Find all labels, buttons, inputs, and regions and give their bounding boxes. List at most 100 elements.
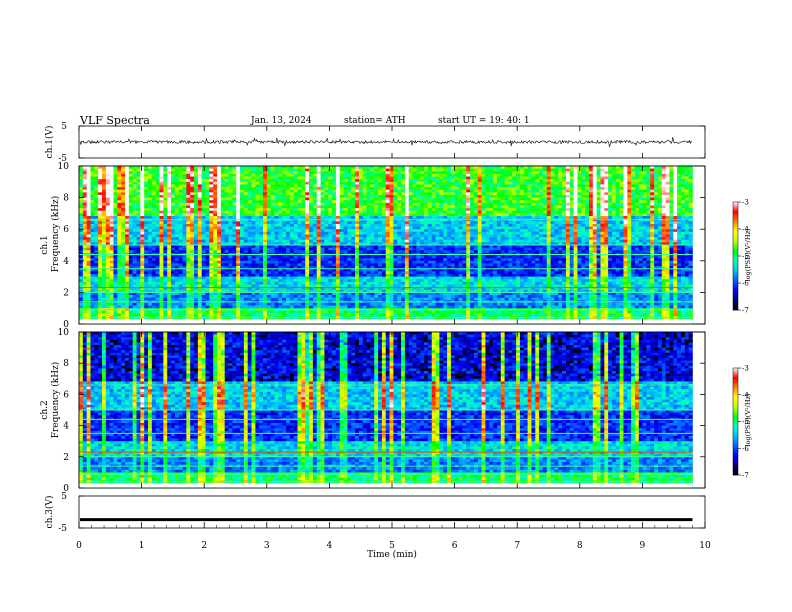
spectrogram-cell [335,173,341,177]
spectrogram-cell [420,179,425,183]
spectrogram-cell [243,223,248,227]
spectrogram-cell [247,187,252,190]
spectrogram-cell [378,205,383,209]
spectrogram-cell [470,213,475,217]
spectrogram-cell [512,173,517,177]
spectrogram-cell [282,192,287,196]
spectrogram-cell [504,197,509,201]
spectrogram-cell [684,194,689,198]
spectrogram-cell [289,173,295,177]
spectrogram-cell [286,223,291,227]
spectrogram-cell [355,221,360,225]
spectrogram-cell [542,242,548,246]
spectrogram-cell [98,247,103,251]
spectrogram-cell [209,231,214,235]
spectrogram-cell [351,242,356,246]
spectrogram-cell [282,205,287,209]
spectrogram-cell [654,205,659,209]
spectrogram-cell [125,213,130,217]
spectrogram-cell [105,234,110,238]
spectrogram-cell [121,202,126,206]
spectrogram-cell [182,205,187,209]
spectrogram-cell [102,197,107,201]
spectrogram-cell [631,234,636,238]
spectrogram-cell [274,223,279,227]
spectrogram-cell [197,216,202,219]
spectrogram-cell [496,168,502,172]
spectrogram-cell [581,166,586,169]
spectrogram-cell [190,229,195,233]
spectrogram-cell [282,194,287,198]
spectrogram-cell [182,229,187,233]
spectrogram-cell [159,171,164,175]
spectrogram-cell [155,176,160,180]
spectrogram-cell [167,216,172,219]
spectrogram-cell [408,173,413,177]
spectrogram-cell [347,245,352,248]
spectrogram-cell [500,168,505,172]
spectrogram-cell [573,229,578,233]
spectrogram-cell [86,231,91,235]
spectrogram-cell [178,194,183,198]
spectrogram-cell [197,179,202,183]
spectrogram-cell [500,192,505,196]
spectrogram-cell [148,171,153,175]
spectrogram-cell [332,234,337,238]
spectrogram-cell [427,226,433,230]
spectrogram-cell [289,166,295,169]
spectrogram-cell [132,247,137,251]
spectrogram-cell [489,216,494,219]
spectrogram-cell [604,239,609,243]
spectrogram-cell [527,226,532,230]
spectrogram-cell [324,202,329,206]
spectrogram-cell [427,245,433,248]
spectrogram-cell [473,192,479,196]
spectrogram-cell [493,226,498,230]
spectrogram-cell [159,202,164,206]
spectrogram-cell [470,171,475,175]
spectrogram-cell [105,223,110,227]
spectrogram-cell [286,210,291,214]
spectrogram-cell [634,234,640,238]
spectrogram-cell [174,239,179,243]
spectrogram-cell [148,197,153,201]
spectrogram-cell [148,210,153,214]
spectrogram-cell [684,242,689,246]
spectrogram-cell [102,210,107,214]
spectrogram-cell [297,171,302,175]
spectrogram-cell [443,210,448,214]
spectrogram-cell [550,189,555,193]
spectrogram-cell [190,173,195,177]
spectrogram-cell [435,237,440,241]
spectrogram-cell [412,242,417,246]
spectrogram-cell [217,205,222,209]
spectrogram-cell [201,176,206,180]
spectrogram-cell [634,168,640,172]
spectrogram-cell [669,176,674,180]
spectrogram-cell [512,176,517,180]
spectrogram-cell [619,208,624,212]
spectrogram-cell [339,181,344,185]
spectrogram-cell [109,181,114,185]
spectrogram-cell [573,234,578,238]
spectrogram-cell [113,239,118,243]
spectrogram-cell [247,181,252,185]
spectrogram-cell [489,234,494,238]
spectrogram-cell [305,208,310,212]
spectrogram-cell [102,181,107,185]
spectrogram-cell [550,213,555,217]
spectrogram-cell [554,189,559,193]
spectrogram-cell [266,231,272,235]
spectrogram-cell [585,181,590,185]
spectrogram-cell [136,229,141,233]
spectrogram-cell [82,237,87,241]
waveform-y-tick-label: -5 [58,154,67,164]
spectrogram-cell [190,221,195,225]
spectrogram-cell [588,179,594,183]
spectrogram-cell [577,210,582,214]
spectrogram-cell [351,231,356,235]
spectrogram-cell [98,234,103,238]
spectrogram-cell [673,197,678,201]
spectrogram-cell [90,189,95,193]
spectrogram-cell [627,202,632,206]
